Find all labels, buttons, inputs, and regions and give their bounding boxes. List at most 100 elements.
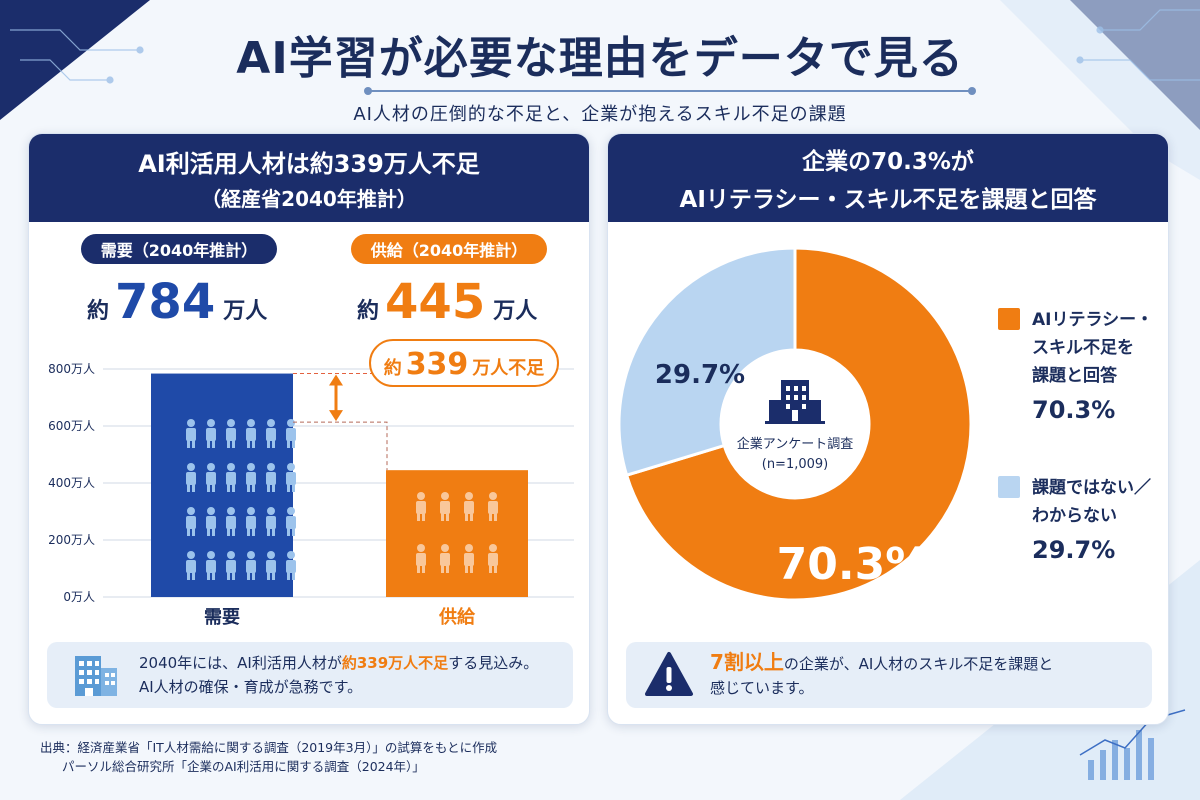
- shortage-note-text: 2040年には、AI利活用人材が約339万人不足する見込み。 AI人材の確保・育…: [139, 651, 538, 699]
- supply-level-line: [293, 421, 388, 471]
- source-line1: 出典：経済産業省「IT人材需給に関する調査（2019年3月）」の試算をもとに作成: [40, 740, 498, 755]
- supply-pill: 供給（2040年推計）: [351, 234, 547, 264]
- supply-value: 445: [385, 274, 486, 330]
- person-icon: [226, 551, 236, 580]
- legend-item-skill-shortage: AIリテラシー・ スキル不足を 課題と回答 70.3%: [998, 306, 1153, 424]
- person-icon: [266, 507, 276, 536]
- source-citation: 出典：経済産業省「IT人材需給に関する調査（2019年3月）」の試算をもとに作成…: [40, 738, 497, 776]
- person-icon: [440, 492, 450, 521]
- person-icon: [186, 551, 196, 580]
- person-icon: [226, 419, 236, 448]
- legend-label-1a: AIリテラシー・: [1032, 310, 1154, 330]
- donut-center-label: 企業アンケート調査: [737, 436, 853, 452]
- shortage-note-line2: AI人材の確保・育成が急務です。: [139, 678, 363, 696]
- skill-panel: 企業の70.3%が AIリテラシー・スキル不足を課題と回答 70.3% 29.7%…: [607, 133, 1169, 725]
- person-icon: [186, 507, 196, 536]
- person-icon: [440, 544, 450, 573]
- supply-prefix: 約: [357, 299, 380, 324]
- donut-center-n: (n=1,009): [762, 457, 829, 472]
- supply-figure: 約 445 万人: [357, 274, 537, 330]
- legend-label-2a: 課題ではない／: [1032, 478, 1151, 498]
- shortage-panel: AI利活用人材は約339万人不足 （経産省2040年推計） 需要（2040年推計…: [28, 133, 590, 725]
- person-icon: [286, 463, 296, 492]
- y-tick-label: 400万人: [48, 476, 95, 490]
- legend-swatch-orange: [998, 308, 1020, 330]
- person-icon: [226, 507, 236, 536]
- demand-prefix: 約: [87, 299, 110, 324]
- title-divider: [364, 87, 976, 95]
- person-icon: [206, 419, 216, 448]
- skill-note-line1: の企業が、AI人材のスキル不足を課題と: [783, 655, 1054, 673]
- gap-arrow-head-down: [329, 410, 343, 422]
- person-icon: [206, 463, 216, 492]
- skill-heading-line2: AIリテラシー・スキル不足を課題と回答: [679, 187, 1097, 213]
- shortage-note-line1a: 2040年には、AI利活用人材が: [139, 654, 342, 672]
- person-icon: [186, 419, 196, 448]
- person-icon: [266, 419, 276, 448]
- y-tick-label: 200万人: [48, 533, 95, 547]
- person-icon: [464, 492, 474, 521]
- legend-label-1b: スキル不足を: [1032, 338, 1134, 358]
- person-icon: [246, 463, 256, 492]
- person-icon: [286, 419, 296, 448]
- skill-note-text: 7割以上の企業が、AI人材のスキル不足を課題と 感じています。: [710, 650, 1053, 700]
- person-icon: [246, 507, 256, 536]
- person-icon: [416, 492, 426, 521]
- shortage-heading-line1: AI利活用人材は約339万人不足: [138, 150, 480, 178]
- bar-category-label: 需要: [204, 607, 240, 628]
- person-icon: [488, 492, 498, 521]
- legend-value-1: 70.3%: [1032, 396, 1116, 424]
- y-tick-label: 0万人: [63, 590, 95, 604]
- demand-figure: 約 784 万人: [87, 274, 267, 330]
- person-icon: [266, 463, 276, 492]
- building-icon: [75, 656, 117, 696]
- demand-unit: 万人: [223, 299, 268, 324]
- donut-slice-skill-shortage: [624, 246, 973, 602]
- person-icon: [488, 544, 498, 573]
- warning-icon: [645, 652, 693, 696]
- person-icon: [206, 551, 216, 580]
- legend-label-1c: 課題と回答: [1032, 366, 1117, 386]
- page-subtitle: AI人材の圧倒的な不足と、企業が抱えるスキル不足の課題: [353, 104, 847, 125]
- person-icon: [416, 544, 426, 573]
- bar-category-label: 供給: [438, 606, 476, 628]
- shortage-note: 2040年には、AI利活用人材が約339万人不足する見込み。 AI人材の確保・育…: [47, 642, 573, 708]
- legend-swatch-light-blue: [998, 476, 1020, 498]
- shortage-note-line1b: する見込み。: [448, 654, 539, 672]
- shortage-note-highlight: 約339万人不足: [341, 654, 449, 672]
- office-building-icon: [765, 380, 825, 424]
- gap-value: 339: [405, 347, 469, 382]
- person-icon: [246, 419, 256, 448]
- demand-value: 784: [115, 274, 216, 330]
- slice-label-not-issue: 29.7%: [655, 360, 745, 390]
- gap-prefix: 約: [383, 358, 402, 379]
- donut-chart: 70.3% 29.7% 企業アンケート調査 (n=1,009): [617, 246, 973, 602]
- bar-supply: [386, 470, 528, 597]
- supply-unit: 万人: [493, 299, 538, 324]
- skill-heading-line1: 企業の70.3%が: [802, 149, 974, 175]
- skill-note-line2: 感じています。: [710, 679, 814, 697]
- person-icon: [266, 551, 276, 580]
- skill-panel-header: 企業の70.3%が AIリテラシー・スキル不足を課題と回答: [608, 134, 1168, 222]
- person-icon: [226, 463, 236, 492]
- legend-item-not-issue: 課題ではない／ わからない 29.7%: [998, 474, 1151, 564]
- gap-callout: 約 339 万人不足: [369, 339, 559, 387]
- legend-label-2b: わからない: [1032, 506, 1117, 526]
- shortage-panel-header: AI利活用人材は約339万人不足 （経産省2040年推計）: [29, 134, 589, 222]
- person-icon: [206, 507, 216, 536]
- skill-note-highlight: 7割以上: [710, 650, 784, 674]
- y-tick-label: 800万人: [48, 362, 95, 376]
- skill-note: 7割以上の企業が、AI人材のスキル不足を課題と 感じています。: [626, 642, 1152, 708]
- demand-pill: 需要（2040年推計）: [81, 234, 277, 264]
- shortage-heading-line2: （経産省2040年推計）: [201, 187, 417, 211]
- person-icon: [286, 551, 296, 580]
- person-icon: [286, 507, 296, 536]
- gap-arrow-head-up: [329, 374, 343, 386]
- y-tick-label: 600万人: [48, 419, 95, 433]
- legend-value-2: 29.7%: [1032, 536, 1116, 564]
- gap-suffix: 万人不足: [472, 358, 545, 379]
- source-line2: パーソル総合研究所「企業のAI利活用に関する調査（2024年）」: [62, 759, 425, 774]
- person-icon: [186, 463, 196, 492]
- slice-label-skill-shortage: 70.3%: [777, 539, 930, 590]
